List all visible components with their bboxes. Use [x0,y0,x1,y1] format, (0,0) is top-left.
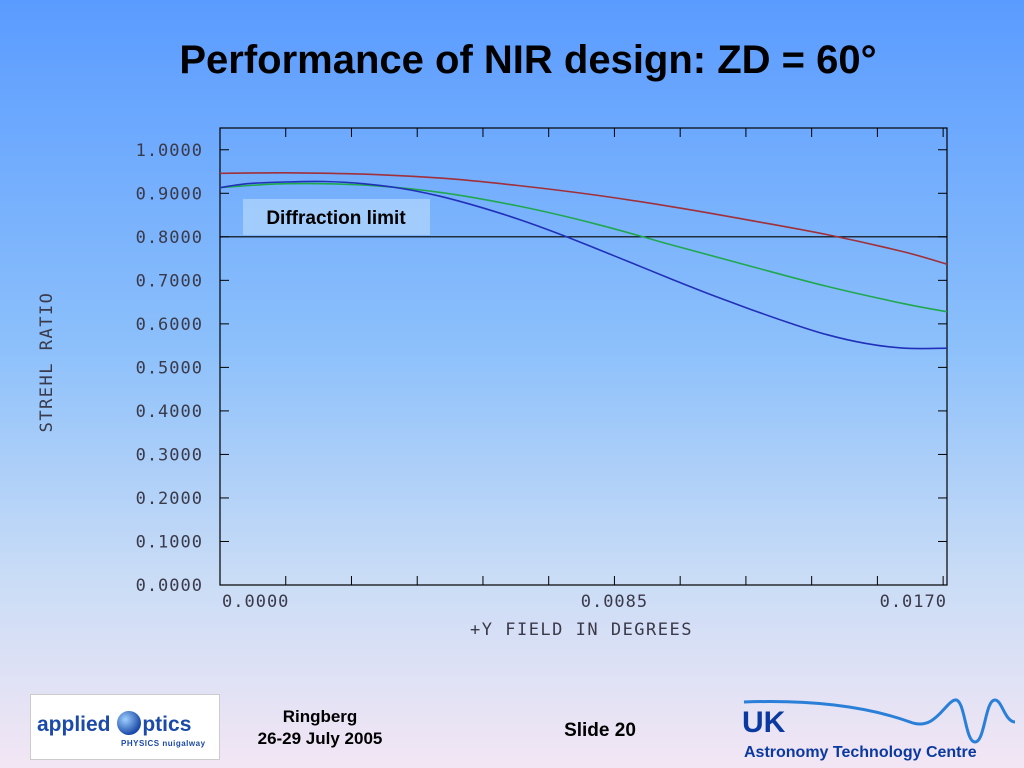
x-axis-label: +Y FIELD IN DEGREES [470,620,693,640]
logo-subtitle: PHYSICS nuigalway [121,739,206,748]
y-axis-label: STREHL RATIO [37,292,57,433]
applied-optics-logo: applied ptics PHYSICS nuigalway [30,694,220,760]
logo-word-applied: applied [37,713,111,736]
strehl-chart: Diffraction limit 0.0000 0.1000 0.2000 0.30… [37,127,948,640]
y-tick-label: 0.1000 [136,532,203,552]
y-tick-label: 0.6000 [136,315,203,335]
plot-frame [219,127,948,586]
slide-title: Performance of NIR design: ZD = 60° [179,38,877,82]
optics-ball-icon [117,711,142,735]
y-tick-label: 0.5000 [136,358,203,378]
series-lines [219,171,948,350]
axis-ticks [220,128,947,586]
footer-venue-line2: 26-29 July 2005 [257,729,383,748]
uk-atc-logo: UK Astronomy Technology Centre [740,692,1020,766]
logo-uk: UK [742,706,786,739]
y-tick-label: 0.9000 [136,184,203,204]
y-tick-label: 1.0000 [136,141,203,161]
y-tick-label: 0.0000 [136,576,203,596]
logo-word-optics: ptics [142,713,192,736]
series-line-1 [219,171,948,265]
slide-number: Slide 20 [564,720,636,741]
diffraction-limit-label-box [243,199,430,235]
axis-labels: 0.0000 0.1000 0.2000 0.3000 0.4000 0.5000 0.60… [37,141,947,640]
footer-venue: Ringberg 26-29 July 2005 [230,706,410,750]
plot-border [219,127,948,586]
y-tick-label: 0.2000 [136,489,203,509]
footer-venue-line1: Ringberg [282,707,358,726]
y-tick-label: 0.4000 [136,402,203,422]
series-line-3 [219,180,948,350]
wave-icon [743,698,1016,744]
y-tick-label: 0.7000 [136,271,203,291]
diffraction-limit-label: Diffraction limit [266,208,406,229]
diffraction-limit: Diffraction limit [220,199,947,238]
x-tick-label: 0.0085 [581,592,648,612]
x-tick-label: 0.0170 [880,592,947,612]
y-tick-label: 0.3000 [136,445,203,465]
x-tick-label: 0.0000 [222,592,289,612]
y-tick-label: 0.8000 [136,228,203,248]
series-line-2 [219,182,948,313]
logo-atc-name: Astronomy Technology Centre [744,744,977,761]
